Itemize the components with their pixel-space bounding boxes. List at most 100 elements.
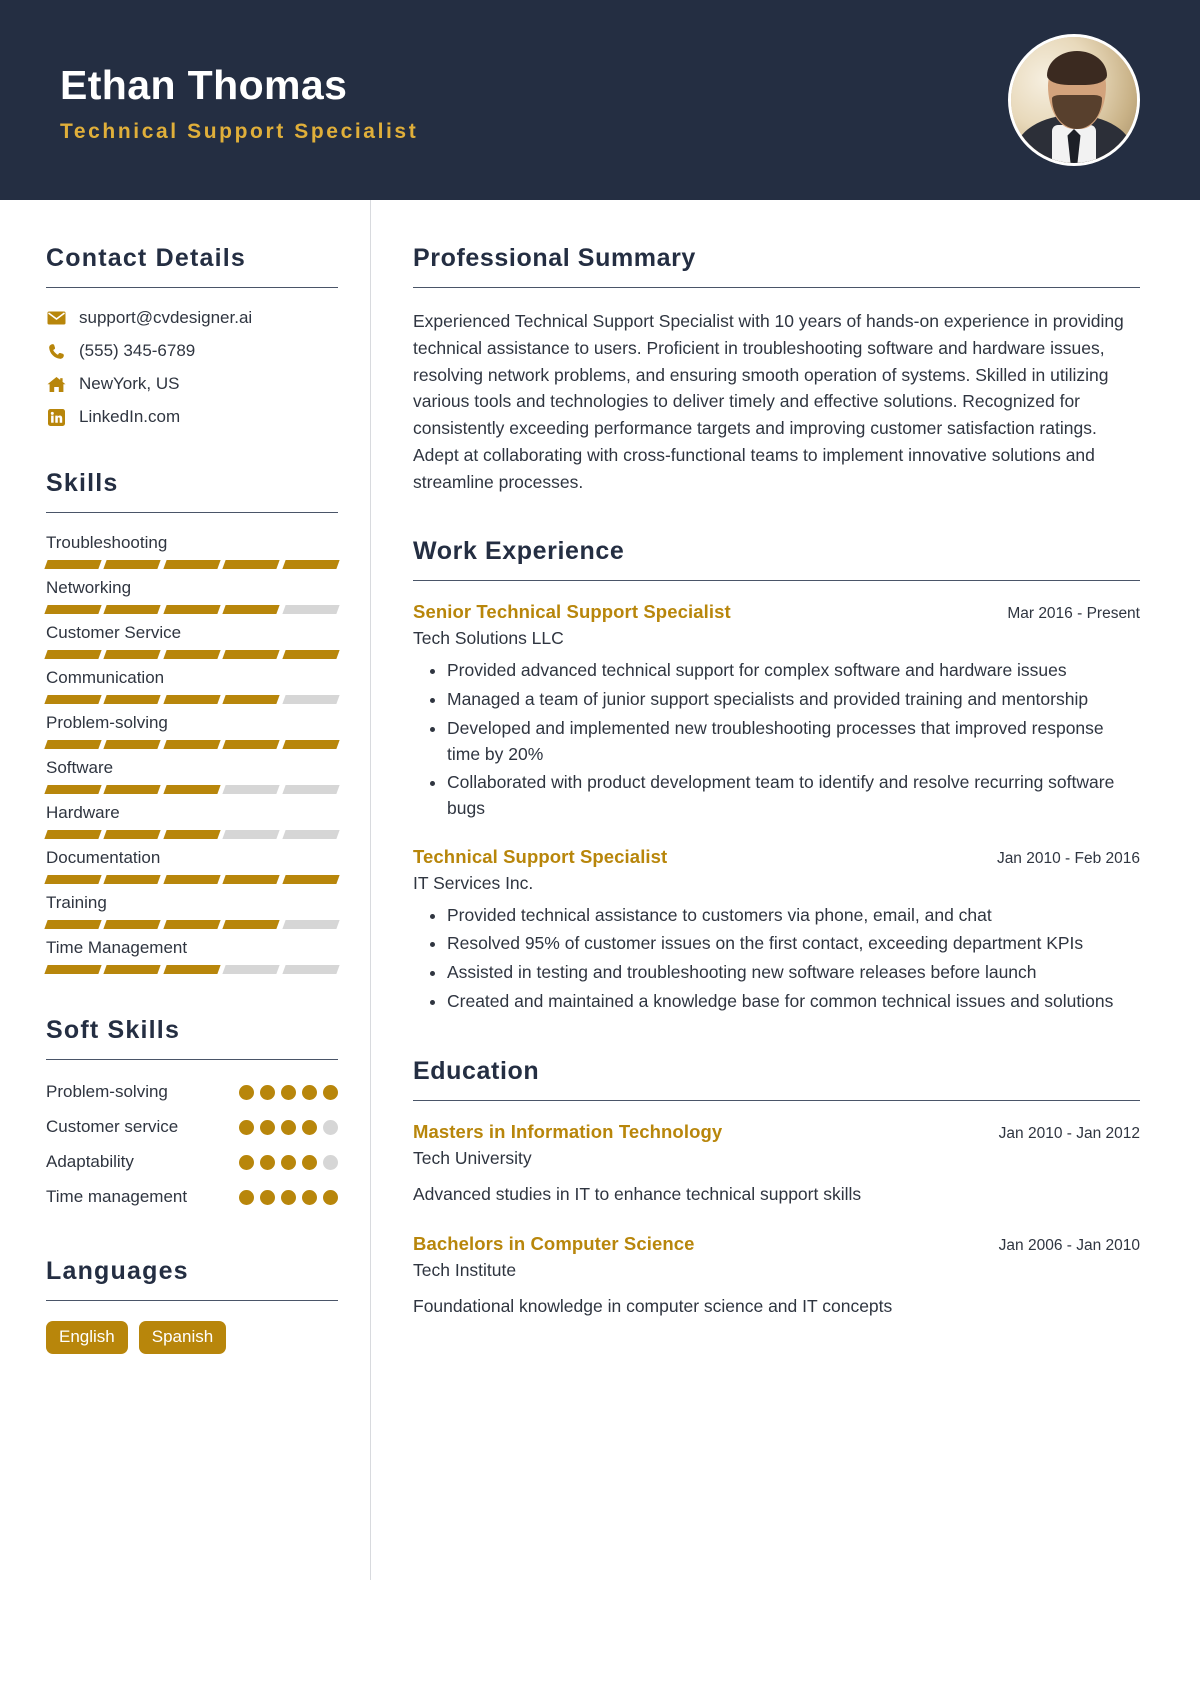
skill-segment <box>103 965 162 974</box>
summary-text: Experienced Technical Support Specialist… <box>413 311 1124 492</box>
skill-segment <box>163 605 221 614</box>
section-skills: Skills Troubleshooting Networking Customer… <box>44 469 340 974</box>
soft-skill-row: Problem-solving <box>46 1080 338 1110</box>
skill-level-bar <box>44 830 340 839</box>
soft-skill-rating <box>239 1080 338 1100</box>
linkedin-icon <box>46 408 66 426</box>
section-work-experience: Work Experience Senior Technical Support… <box>413 537 1140 1014</box>
rating-dot <box>323 1120 338 1135</box>
skill-segment <box>222 785 281 794</box>
envelope-icon <box>46 311 66 325</box>
contact-value-linkedin: LinkedIn.com <box>79 407 181 426</box>
skill-segment <box>222 740 281 749</box>
skill-segment <box>44 785 103 794</box>
skill-label: Communication <box>46 668 165 687</box>
rating-dot <box>260 1120 275 1135</box>
section-education: Education Masters in Information Technol… <box>413 1057 1140 1320</box>
skill-level-bar <box>44 695 340 704</box>
skill-level-bar <box>44 605 340 614</box>
soft-skill-label: Time management <box>46 1187 188 1206</box>
work-entry: Senior Technical Support Specialist Mar 2… <box>413 601 1140 821</box>
skill-segment <box>103 695 162 704</box>
skill-level-bar <box>44 560 340 569</box>
skill-item: Problem-solving <box>44 713 340 749</box>
skill-level-bar <box>44 740 340 749</box>
work-bullet: Developed and implemented new troublesho… <box>447 716 1140 767</box>
contact-heading: Contact Details <box>46 244 246 272</box>
avatar-hair <box>1046 51 1107 85</box>
work-entry-bullets: Provided technical assistance to custome… <box>413 903 1140 1015</box>
home-icon <box>46 376 66 393</box>
rating-dot <box>323 1085 338 1100</box>
work-bullet: Collaborated with product development te… <box>447 770 1140 821</box>
skill-segment <box>103 560 162 569</box>
education-entries: Masters in Information Technology Jan 201… <box>413 1121 1140 1320</box>
rating-dot <box>281 1085 296 1100</box>
skill-segment <box>44 695 103 704</box>
soft-skill-row: Time management <box>46 1185 338 1215</box>
skill-label: Networking <box>46 578 132 597</box>
soft-skill-rating <box>239 1185 338 1205</box>
skill-segment <box>103 650 162 659</box>
contact-item-phone[interactable]: (555) 345-6789 <box>46 341 338 361</box>
skill-item: Hardware <box>44 803 340 839</box>
education-heading: Education <box>413 1056 540 1085</box>
contact-item-linkedin[interactable]: LinkedIn.com <box>46 407 338 427</box>
skill-segment <box>103 830 162 839</box>
skill-segment <box>103 875 162 884</box>
skill-segment <box>163 965 221 974</box>
rating-dot <box>239 1155 254 1170</box>
language-pill[interactable]: English <box>46 1321 128 1355</box>
avatar <box>1008 34 1140 166</box>
skill-segment <box>281 650 340 659</box>
rating-dot <box>302 1155 317 1170</box>
education-entry: Masters in Information Technology Jan 201… <box>413 1121 1140 1207</box>
skill-segment <box>163 920 221 929</box>
work-entry-date: Mar 2016 - Present <box>1007 605 1140 623</box>
skill-segment <box>222 650 281 659</box>
rating-dot <box>281 1190 296 1205</box>
rating-dot <box>302 1120 317 1135</box>
work-entry-header: Technical Support Specialist Jan 2010 - F… <box>413 846 1140 868</box>
skill-segment <box>44 830 103 839</box>
education-entry-school: Tech Institute <box>413 1259 517 1280</box>
rating-dot <box>260 1190 275 1205</box>
skill-label: Troubleshooting <box>46 533 168 552</box>
soft-skills-list: Problem-solving Customer service Adaptabil… <box>46 1080 338 1215</box>
education-entry-description: Foundational knowledge in computer scien… <box>413 1295 893 1316</box>
resume-header: Ethan Thomas Technical Support Specialis… <box>0 0 1200 200</box>
language-pill[interactable]: Spanish <box>138 1321 227 1355</box>
rating-dot <box>323 1155 338 1170</box>
skill-item: Time Management <box>44 938 340 974</box>
summary-divider <box>413 287 1140 288</box>
skill-item: Documentation <box>44 848 340 884</box>
contact-item-location[interactable]: NewYork, US <box>46 374 338 394</box>
skill-segment <box>222 560 281 569</box>
skill-segment <box>163 695 221 704</box>
soft-skill-rating <box>239 1150 338 1170</box>
rating-dot <box>281 1155 296 1170</box>
section-soft-skills: Soft Skills Problem-solving Customer serv… <box>46 1016 338 1215</box>
rating-dot <box>239 1190 254 1205</box>
soft-skill-label: Problem-solving <box>46 1082 168 1101</box>
skill-segment <box>103 740 162 749</box>
skill-segment <box>44 875 103 884</box>
skill-level-bar <box>44 965 340 974</box>
work-bullet: Provided advanced technical support for … <box>447 658 1140 684</box>
phone-icon <box>46 343 66 360</box>
soft-skill-row: Customer service <box>46 1115 338 1145</box>
section-professional-summary: Professional Summary Experienced Technic… <box>413 244 1140 495</box>
avatar-tie <box>1067 129 1081 163</box>
skill-segment <box>281 965 340 974</box>
work-entry: Technical Support Specialist Jan 2010 - F… <box>413 846 1140 1015</box>
skill-segment <box>103 605 162 614</box>
summary-heading: Professional Summary <box>413 244 696 272</box>
education-entry-header: Bachelors in Computer Science Jan 2006 - … <box>413 1233 1140 1255</box>
skill-segment <box>44 650 103 659</box>
contact-item-email[interactable]: support@cvdesigner.ai <box>46 308 338 328</box>
soft-skill-rating <box>239 1115 338 1135</box>
work-entry-date: Jan 2010 - Feb 2016 <box>996 849 1140 867</box>
languages-list: English Spanish <box>46 1321 338 1355</box>
skill-segment <box>281 695 340 704</box>
skill-segment <box>103 920 162 929</box>
